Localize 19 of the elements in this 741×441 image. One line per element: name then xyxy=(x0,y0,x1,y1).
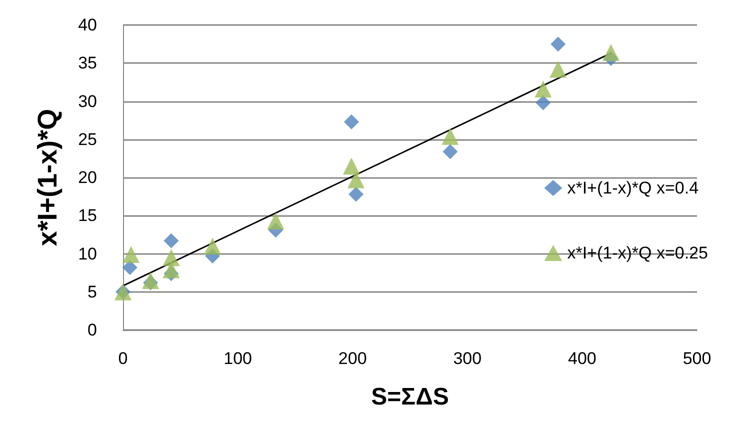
y-tick-label: 30 xyxy=(78,92,97,111)
x-tick-label: 300 xyxy=(453,349,482,368)
legend-label: x*I+(1-x)*Q x=0.4 xyxy=(567,178,699,198)
x-tick-label: 500 xyxy=(682,349,712,368)
x-tick-label: 100 xyxy=(224,349,252,368)
y-tick-label: 10 xyxy=(78,244,97,264)
x-tick-label: 200 xyxy=(338,349,367,368)
y-tick-label: 35 xyxy=(78,54,97,73)
y-axis-title: x*I+(1-x)*Q xyxy=(32,108,62,246)
y-tick-label: 40 xyxy=(78,16,97,34)
x-tick-label: 400 xyxy=(568,349,596,368)
y-tick-label: 15 xyxy=(78,206,97,226)
x-axis-title: S=ΣΔS xyxy=(371,384,449,410)
y-tick-label: 25 xyxy=(78,130,97,149)
y-tick-label: 0 xyxy=(88,320,97,340)
y-tick-label: 5 xyxy=(88,282,97,302)
y-tick-label: 20 xyxy=(78,168,97,187)
x-tick-label: 0 xyxy=(118,349,128,368)
legend-label: x*I+(1-x)*Q x=0.25 xyxy=(567,244,708,262)
